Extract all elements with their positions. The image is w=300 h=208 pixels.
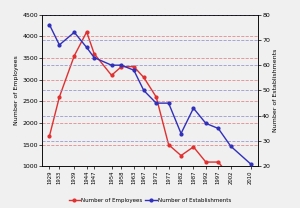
Number of Employees bbox=[48, 135, 51, 137]
Number of Employees bbox=[92, 52, 96, 55]
Number of Establishments bbox=[229, 145, 232, 147]
Number of Establishments bbox=[249, 163, 252, 165]
Line: Number of Employees: Number of Employees bbox=[48, 31, 252, 181]
Line: Number of Establishments: Number of Establishments bbox=[48, 23, 252, 165]
Number of Establishments bbox=[73, 31, 76, 33]
Number of Establishments bbox=[204, 122, 208, 125]
Number of Establishments bbox=[167, 102, 170, 104]
Number of Establishments bbox=[179, 132, 183, 135]
Number of Employees bbox=[73, 54, 76, 57]
Number of Establishments bbox=[120, 64, 123, 66]
Number of Employees bbox=[58, 96, 61, 98]
Number of Employees bbox=[154, 96, 158, 98]
Number of Employees bbox=[142, 76, 146, 79]
Number of Establishments bbox=[217, 127, 220, 130]
Number of Employees bbox=[249, 178, 252, 181]
Number of Employees bbox=[110, 74, 113, 77]
Number of Employees bbox=[192, 146, 195, 148]
Number of Establishments bbox=[192, 107, 195, 109]
Number of Establishments bbox=[110, 64, 113, 66]
Number of Establishments bbox=[154, 102, 158, 104]
Number of Employees bbox=[132, 65, 136, 68]
Y-axis label: Number of Establishments: Number of Establishments bbox=[273, 49, 278, 132]
Number of Employees bbox=[229, 176, 232, 178]
Number of Employees bbox=[179, 154, 183, 157]
Number of Establishments bbox=[132, 69, 136, 72]
Number of Establishments bbox=[142, 89, 146, 92]
Number of Employees bbox=[120, 65, 123, 68]
Y-axis label: Number of Employees: Number of Employees bbox=[14, 56, 20, 125]
Legend: Number of Employees, Number of Establishments: Number of Employees, Number of Establish… bbox=[66, 196, 234, 205]
Number of Establishments bbox=[58, 44, 61, 46]
Number of Employees bbox=[85, 31, 88, 33]
Number of Employees bbox=[204, 161, 208, 163]
Number of Establishments bbox=[85, 46, 88, 49]
Number of Establishments bbox=[48, 24, 51, 26]
Number of Establishments bbox=[92, 56, 96, 59]
Number of Employees bbox=[167, 144, 170, 146]
Number of Employees bbox=[217, 161, 220, 163]
